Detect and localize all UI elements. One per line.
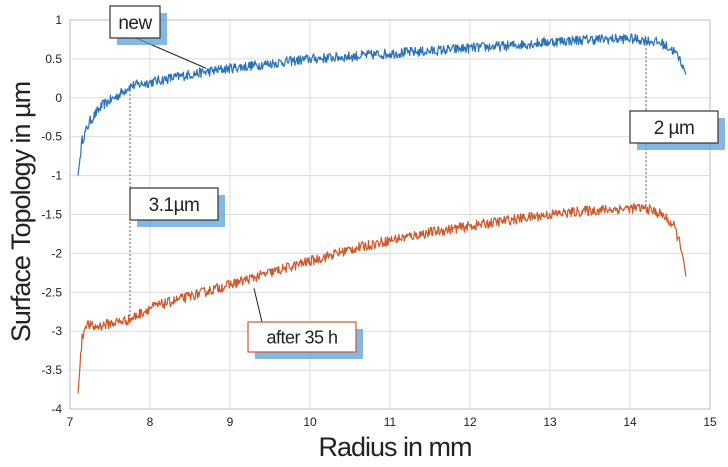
x-tick-label: 8: [147, 415, 154, 429]
plot-frame: [69, 19, 711, 410]
annotation-label: after 35 h: [266, 327, 337, 347]
annotation-box: [109, 5, 161, 39]
annotation-4: 2 µm: [629, 110, 725, 150]
y-tick-label: 0: [55, 91, 62, 105]
annotation-label: 3.1µm: [149, 195, 200, 216]
x-tick-label: 12: [463, 415, 477, 429]
annotation-2: after 35 h: [247, 288, 363, 359]
y-tick-label: -2.5: [41, 285, 62, 299]
series-line-1: [77, 33, 687, 176]
grid: [69, 19, 711, 410]
x-axis-label: Radius in mm: [318, 432, 471, 462]
annotation-box: [629, 110, 719, 144]
y-tick-label: -2: [51, 246, 62, 260]
y-axis-label: Surface Topology in µm: [6, 82, 36, 342]
annotation-3: 3.1µm: [129, 187, 225, 227]
y-tick-label: 1: [55, 13, 62, 27]
annotation-leader-line: [253, 288, 263, 323]
y-tick-label: -4: [51, 402, 62, 416]
y-tick-label: -0.5: [41, 130, 62, 144]
x-tick-label: 15: [703, 415, 717, 429]
annotations: new after 35 h 3.1µm 2 µm: [109, 5, 725, 359]
y-tick-label: -3: [51, 324, 62, 338]
annotation-label: new: [118, 13, 152, 34]
annotation-1: new: [109, 5, 207, 69]
x-tick-label: 10: [303, 415, 317, 429]
y-tick-label: -1: [51, 169, 62, 183]
y-tick-label: 0.5: [45, 52, 62, 66]
x-tick-label: 7: [67, 415, 74, 429]
tick-labels: 7 8 9 10 11 12 13 14 15 1 0.5 0 -0.5 -1 -1.5 -2 -2.5 -3 -3…: [41, 13, 717, 429]
y-tick-label: -3.5: [41, 363, 62, 377]
x-tick-label: 9: [227, 415, 234, 429]
difference-markers: [129, 40, 647, 320]
annotation-box: [247, 321, 357, 353]
annotation-box: [129, 187, 219, 221]
data-series: [77, 33, 687, 394]
annotation-label: 2 µm: [654, 118, 695, 139]
x-tick-label: 14: [623, 415, 637, 429]
x-tick-label: 11: [384, 415, 397, 429]
x-tick-label: 13: [543, 415, 557, 429]
y-tick-label: -1.5: [41, 208, 62, 222]
series-line-2: [77, 202, 687, 394]
